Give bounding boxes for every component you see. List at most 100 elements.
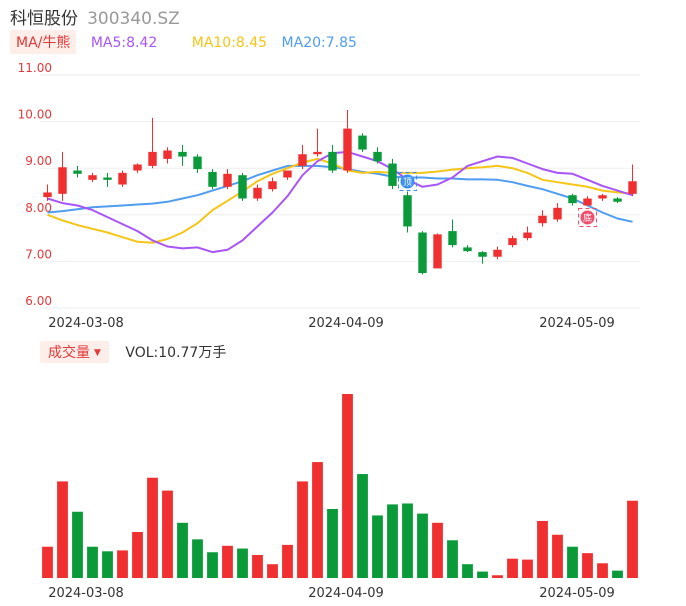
candle-body-6 — [133, 164, 142, 171]
candle-body-5 — [118, 172, 127, 185]
volume-bar-17 — [297, 481, 308, 578]
volume-bar-4 — [102, 551, 113, 578]
signal-marker-1 — [580, 210, 595, 225]
volume-bar-30 — [492, 575, 503, 578]
candle-body-23 — [388, 163, 397, 186]
volume-bar-8 — [162, 490, 173, 578]
candle-body-10 — [193, 156, 202, 170]
candle-body-18 — [313, 151, 322, 155]
volume-bar-13 — [237, 548, 248, 578]
volume-indicator-select[interactable]: 成交量 ▼ — [40, 341, 109, 363]
volume-bar-12 — [222, 545, 233, 578]
candle-body-4 — [103, 177, 112, 180]
candle-body-11 — [208, 171, 217, 187]
volume-bar-5 — [117, 550, 128, 578]
volume-bar-21 — [357, 474, 368, 578]
candle-body-26 — [433, 234, 442, 269]
candle-body-30 — [493, 249, 502, 257]
y-tick-label-1: 10.00 — [18, 108, 52, 122]
signal-marker-frame-0 — [398, 172, 417, 191]
candle-body-38 — [613, 198, 622, 202]
ma-mode-button[interactable]: MA/牛熊 — [10, 30, 77, 54]
volume-bar-9 — [177, 522, 188, 578]
y-tick-label-5: 6.00 — [25, 294, 52, 308]
candle-body-22 — [373, 151, 382, 162]
candle-body-8 — [163, 150, 172, 159]
volume-bar-22 — [372, 515, 383, 578]
volume-bar-6 — [132, 532, 143, 578]
volume-bar-37 — [597, 563, 608, 578]
volume-bar-26 — [432, 522, 443, 578]
volume-tag-label: 成交量 — [48, 345, 90, 361]
candle-body-33 — [538, 215, 547, 224]
volume-date-label-0: 2024-03-08 — [48, 586, 124, 601]
candle-body-31 — [508, 238, 517, 246]
volume-bar-28 — [462, 564, 473, 578]
candle-body-12 — [223, 173, 232, 187]
volume-bar-7 — [147, 477, 158, 578]
ma20-legend: MA20:7.85 — [281, 35, 357, 51]
volume-bar-15 — [267, 564, 278, 578]
candle-body-27 — [448, 231, 457, 246]
volume-bar-35 — [567, 546, 578, 578]
ma5-legend: MA5:8.42 — [90, 35, 158, 51]
candle-body-21 — [358, 135, 367, 150]
volume-bar-11 — [207, 552, 218, 578]
candle-body-14 — [253, 187, 262, 199]
volume-date-label-2: 2024-05-09 — [539, 586, 615, 601]
ma20-line — [47, 164, 633, 223]
volume-bar-38 — [612, 570, 623, 578]
volume-bar-19 — [327, 509, 338, 578]
volume-bar-39 — [627, 500, 638, 578]
volume-bar-1 — [57, 481, 68, 578]
candle-body-25 — [418, 232, 427, 274]
volume-bar-23 — [387, 504, 398, 578]
candle-body-24 — [403, 195, 412, 227]
price-date-label-0: 2024-03-08 — [48, 316, 124, 331]
y-tick-label-3: 8.00 — [25, 201, 52, 215]
stock-name: 科恒股份 — [10, 9, 78, 29]
volume-bar-20 — [342, 394, 353, 578]
candle-body-29 — [478, 252, 487, 257]
candle-body-15 — [268, 181, 277, 190]
volume-bar-24 — [402, 503, 413, 578]
candle-body-32 — [523, 232, 532, 239]
candle-body-19 — [328, 151, 337, 171]
volume-bar-34 — [552, 534, 563, 578]
signal-marker-0 — [400, 174, 415, 189]
candle-body-20 — [343, 128, 352, 171]
candle-body-9 — [178, 151, 187, 157]
y-tick-label-2: 9.00 — [25, 154, 52, 168]
candle-body-36 — [583, 198, 592, 206]
stock-code: 300340.SZ — [87, 9, 180, 29]
volume-bar-3 — [87, 546, 98, 578]
y-tick-label-4: 7.00 — [25, 247, 52, 261]
ma5-line — [47, 150, 633, 254]
volume-bar-36 — [582, 553, 593, 578]
ma10-legend: MA10:8.45 — [191, 35, 268, 51]
candle-body-1 — [58, 167, 67, 194]
ma10-line — [47, 157, 633, 244]
volume-bar-14 — [252, 555, 263, 578]
volume-bar-32 — [522, 559, 533, 578]
price-date-label-1: 2024-04-09 — [308, 316, 384, 331]
stock-header: 科恒股份 300340.SZ — [10, 4, 180, 29]
volume-legend: 成交量 ▼ VOL:10.77万手 — [40, 341, 226, 363]
caret-down-icon: ▼ — [94, 348, 101, 358]
volume-bar-31 — [507, 558, 518, 578]
volume-bar-16 — [282, 544, 293, 578]
volume-bar-0 — [42, 546, 53, 578]
volume-bar-10 — [192, 539, 203, 578]
y-tick-label-0: 11.00 — [18, 61, 52, 75]
ma-legend: MA/牛熊 MA5:8.42 MA10:8.45 MA20:7.85 — [10, 30, 357, 54]
candle-body-37 — [598, 195, 607, 199]
signal-marker-frame-1 — [578, 207, 597, 227]
volume-bar-25 — [417, 513, 428, 578]
candle-body-39 — [628, 181, 637, 194]
candle-body-13 — [238, 175, 247, 199]
candle-body-35 — [568, 195, 577, 204]
candle-body-3 — [88, 175, 97, 180]
candle-body-0 — [43, 192, 52, 198]
volume-value: VOL:10.77万手 — [125, 345, 227, 361]
